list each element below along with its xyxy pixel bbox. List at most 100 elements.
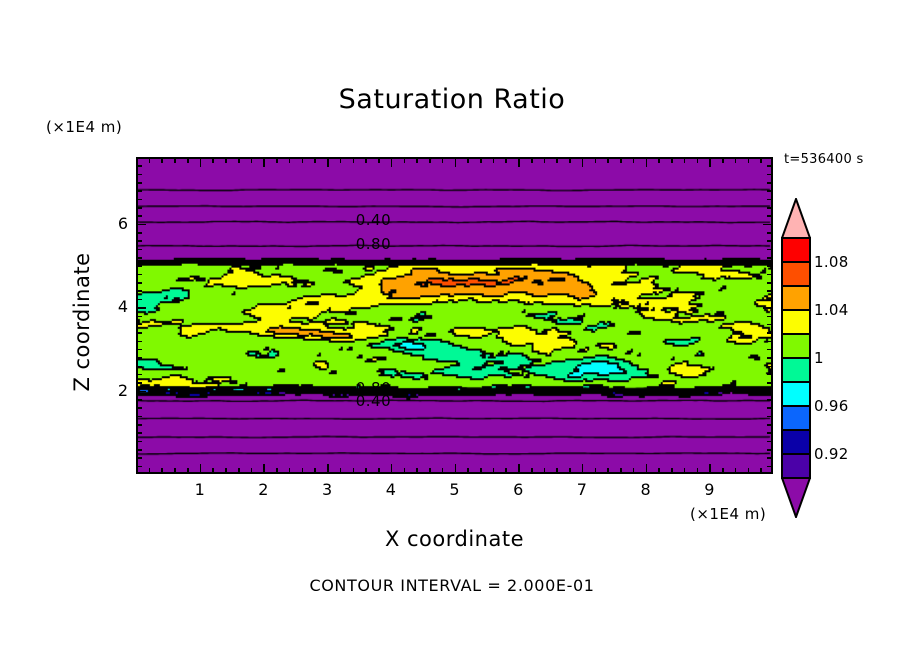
tick-mark [556,468,558,473]
tick-mark [263,464,265,473]
contour-label: 0.40 [355,391,392,410]
tick-mark [225,468,227,473]
x-axis-unit-label: (×1E4 m) [690,505,767,523]
tick-mark [734,468,737,473]
colorbar-band [781,453,811,479]
tick-mark [137,390,146,393]
tick-mark [237,158,240,163]
tick-mark [137,415,142,418]
tick-mark [327,158,329,167]
tick-mark [137,340,142,343]
tick-mark [137,315,142,318]
tick-mark [137,182,142,184]
tick-mark [250,158,253,163]
tick-mark [137,407,142,409]
tick-mark [767,182,772,184]
colorbar-band [781,333,811,359]
tick-mark [767,365,772,368]
tick-mark [569,158,571,163]
tick-mark [137,365,142,368]
tick-mark [632,468,635,473]
tick-mark [403,468,406,473]
colorbar-band [781,381,811,407]
x-tick-label: 7 [576,480,587,499]
tick-mark [505,158,508,163]
tick-mark [137,240,142,242]
tick-mark [767,190,772,192]
tick-mark [767,373,772,376]
colorbar-band [781,405,811,431]
tick-mark [174,158,176,163]
tick-mark [137,298,142,301]
plot-area [136,157,773,474]
tick-mark [301,158,304,163]
tick-mark [137,282,142,284]
colorbar [781,198,811,518]
tick-mark [492,158,495,163]
tick-mark [186,158,189,163]
tick-mark [620,468,622,473]
tick-mark [767,257,772,259]
tick-mark [137,265,142,268]
tick-mark [671,158,673,163]
tick-mark [137,173,142,176]
tick-mark [767,215,772,217]
tick-mark [607,158,609,163]
tick-mark [137,323,142,326]
tick-mark [365,158,367,163]
tick-mark [767,207,772,209]
tick-mark [174,468,176,473]
y-tick-label: 4 [117,297,128,317]
x-tick-label: 8 [640,480,651,499]
tick-mark [492,468,495,473]
tick-mark [137,432,142,434]
tick-mark [276,468,278,473]
tick-mark [429,468,431,473]
colorbar-over-arrow [781,198,811,239]
tick-mark [137,215,142,217]
tick-mark [327,464,329,473]
tick-mark [760,468,762,473]
tick-mark [767,290,772,293]
contour-label: 0.80 [355,379,392,398]
tick-mark [767,240,772,242]
tick-mark [137,357,142,359]
tick-mark [767,323,772,326]
colorbar-tick-label: 1 [814,349,824,367]
tick-mark [276,158,278,163]
tick-mark [454,464,457,473]
tick-mark [767,432,772,434]
tick-mark [199,158,202,167]
tick-mark [767,448,772,451]
tick-mark [683,158,686,163]
tick-mark [288,158,291,163]
contour-interval-caption: CONTOUR INTERVAL = 2.000E-01 [309,576,595,595]
tick-mark [137,273,142,276]
x-tick-label: 3 [322,480,333,499]
tick-mark [620,158,622,163]
tick-mark [237,468,240,473]
tick-mark [530,468,533,473]
x-axis-title: X coordinate [384,527,525,551]
tick-mark [518,158,520,167]
y-axis-title: Z coordinate [70,252,94,392]
tick-mark [518,464,520,473]
colorbar-band [781,309,811,335]
tick-mark [137,457,142,459]
time-annotation: t=536400 s [784,152,864,167]
tick-mark [767,398,772,401]
tick-mark [137,207,142,209]
tick-mark [199,464,202,473]
tick-mark [225,158,227,163]
tick-mark [767,298,772,301]
tick-mark [543,158,546,163]
tick-mark [454,158,457,167]
tick-mark [767,457,772,459]
tick-mark [767,282,772,284]
x-tick-label: 5 [449,480,460,499]
tick-mark [767,340,772,343]
tick-mark [148,158,151,163]
tick-mark [365,468,367,473]
tick-mark [137,190,142,192]
